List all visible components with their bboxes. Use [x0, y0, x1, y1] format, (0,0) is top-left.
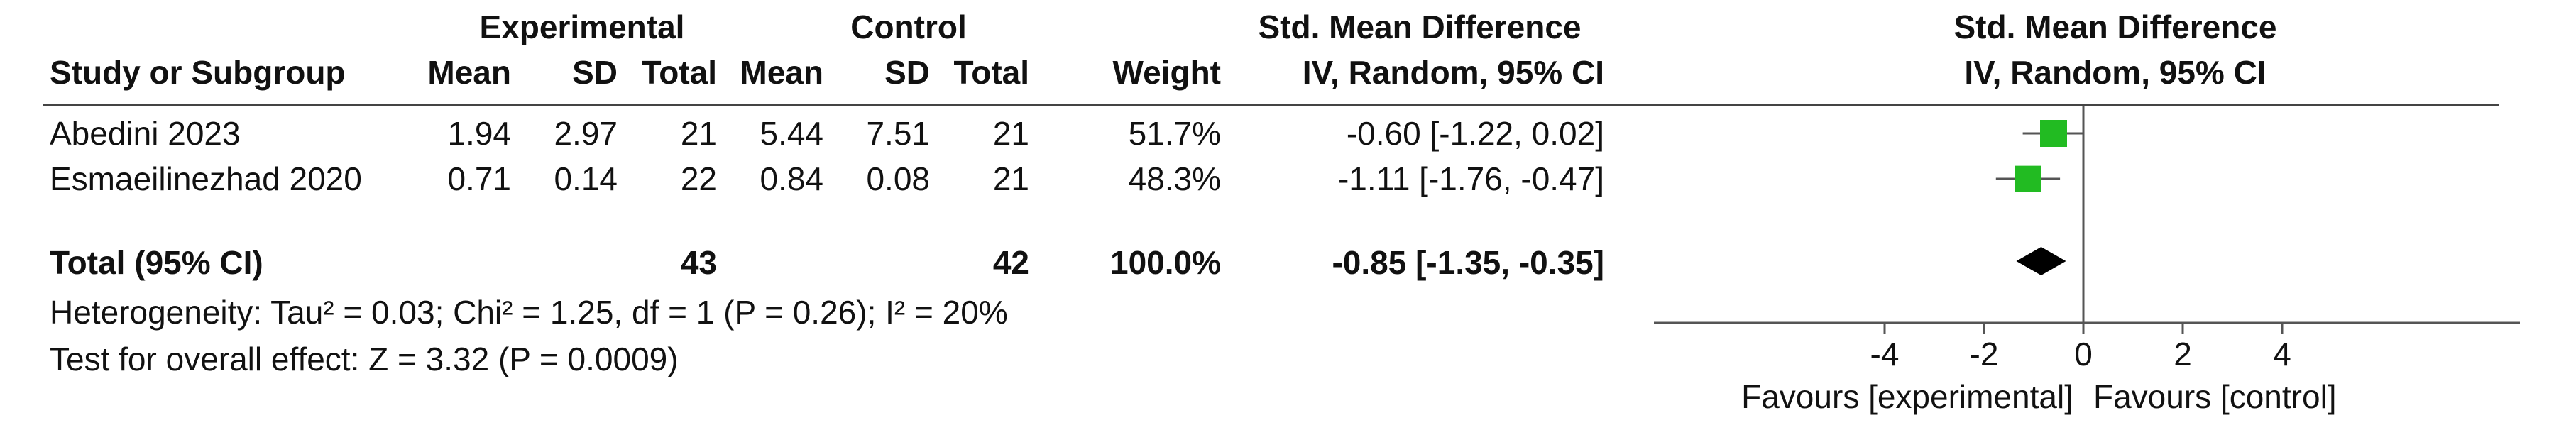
- study-ci: -1.11 [-1.76, -0.47]: [1337, 160, 1604, 197]
- study-weight: 51.7%: [1128, 115, 1221, 152]
- header-method: IV, Random, 95% CI: [1302, 54, 1604, 91]
- header-exp-mean: Mean: [427, 54, 511, 91]
- ctl-total: 21: [992, 160, 1029, 197]
- exp-total: 21: [680, 115, 717, 152]
- total-ctl: 42: [992, 244, 1029, 281]
- x-tick-label: 4: [2273, 336, 2291, 373]
- x-tick-label: -4: [1870, 336, 1900, 373]
- plot-method: IV, Random, 95% CI: [1964, 54, 2267, 91]
- study-name: Esmaeilinezhad 2020: [50, 160, 362, 197]
- exp-mean: 0.71: [447, 160, 511, 197]
- header-experimental: Experimental: [479, 9, 685, 45]
- ctl-mean: 5.44: [760, 115, 823, 152]
- header-study: Study or Subgroup: [50, 54, 346, 91]
- exp-total: 22: [680, 160, 717, 197]
- exp-mean: 1.94: [447, 115, 511, 152]
- header-smd: Std. Mean Difference: [1258, 9, 1582, 45]
- x-tick-label: -2: [1970, 336, 1999, 373]
- heterogeneity-text: Heterogeneity: Tau² = 0.03; Chi² = 1.25,…: [50, 294, 1008, 331]
- plot-title: Std. Mean Difference: [1953, 9, 2277, 45]
- header-exp-total: Total: [641, 54, 717, 91]
- ctl-sd: 0.08: [866, 160, 930, 197]
- study-marker: [2015, 165, 2041, 192]
- header-divider: [43, 104, 2499, 106]
- header-control: Control: [850, 9, 967, 45]
- study-name: Abedini 2023: [50, 115, 241, 152]
- x-tick-label: 2: [2174, 336, 2192, 373]
- x-tick-label: 0: [2074, 336, 2093, 373]
- exp-sd: 0.14: [554, 160, 618, 197]
- exp-sd: 2.97: [554, 115, 618, 152]
- ctl-mean: 0.84: [760, 160, 823, 197]
- pooled-diamond: [2016, 247, 2066, 275]
- total-ci: -0.85 [-1.35, -0.35]: [1332, 244, 1604, 281]
- header-exp-sd: SD: [572, 54, 618, 91]
- total-weight: 100.0%: [1109, 244, 1221, 281]
- study-ci: -0.60 [-1.22, 0.02]: [1346, 115, 1604, 152]
- header-ctl-sd: SD: [884, 54, 930, 91]
- study-marker: [2040, 120, 2067, 147]
- favours-right-label: Favours [control]: [2093, 378, 2337, 415]
- header-ctl-mean: Mean: [740, 54, 823, 91]
- total-label: Total (95% CI): [50, 244, 263, 281]
- header-weight: Weight: [1112, 54, 1221, 91]
- favours-left-label: Favours [experimental]: [1741, 378, 2073, 415]
- total-exp: 43: [680, 244, 717, 281]
- overall-effect-text: Test for overall effect: Z = 3.32 (P = 0…: [50, 341, 679, 377]
- study-weight: 48.3%: [1128, 160, 1221, 197]
- ctl-total: 21: [992, 115, 1029, 152]
- ctl-sd: 7.51: [866, 115, 930, 152]
- header-ctl-total: Total: [953, 54, 1029, 91]
